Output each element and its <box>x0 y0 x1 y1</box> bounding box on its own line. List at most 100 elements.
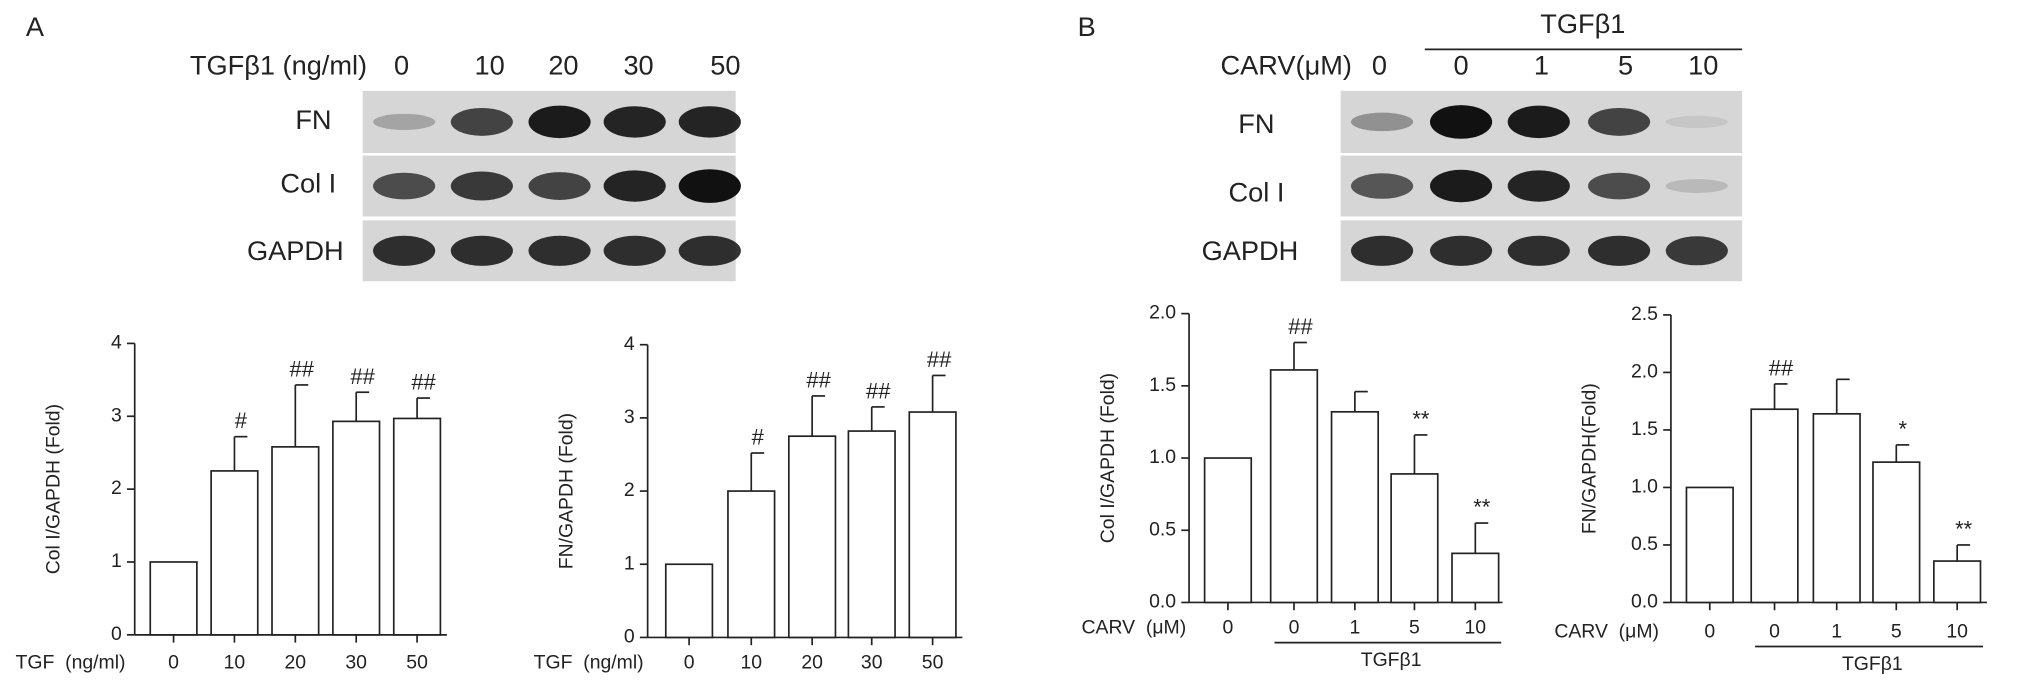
y-tick-label: 0.5 <box>1631 533 1658 555</box>
bar <box>1812 412 1861 604</box>
blot-group-label: TGFβ1 <box>1540 8 1625 39</box>
bar <box>1390 473 1439 604</box>
blot-band <box>1429 169 1493 203</box>
y-tick-label: 0.0 <box>1149 591 1176 613</box>
blot-band <box>603 235 666 266</box>
significance-label: ** <box>1473 495 1491 520</box>
blot-band <box>450 107 513 136</box>
x-tick-label: 5 <box>1409 616 1420 638</box>
significance-label: * <box>1898 416 1907 441</box>
y-axis-title: Col I/GAPDH (Fold) <box>1097 373 1119 543</box>
blot-row-label: FN <box>1238 108 1274 139</box>
blot-band <box>1665 115 1728 129</box>
x-tick-label: 10 <box>224 651 246 673</box>
lane-label: 5 <box>1618 50 1633 81</box>
bar <box>1451 552 1500 604</box>
blot-band <box>603 170 666 202</box>
blot-band <box>528 235 591 266</box>
significance-label: ## <box>866 378 891 403</box>
bar <box>847 430 896 639</box>
bar <box>1750 408 1799 604</box>
blot-band <box>678 106 741 138</box>
x-tick-label: 0 <box>1704 620 1715 642</box>
group-label: TGFβ1 <box>1361 649 1422 671</box>
blot-row-label: GAPDH <box>247 235 344 266</box>
blot-band <box>1350 235 1414 266</box>
blot-band <box>450 171 513 201</box>
y-tick-label: 1.5 <box>1631 418 1658 440</box>
x-tick-label: 20 <box>285 651 307 673</box>
bar <box>149 561 198 636</box>
x-tick-label: 20 <box>801 651 823 673</box>
blot-band <box>528 172 591 200</box>
x-tick-label: 0 <box>1223 616 1234 638</box>
y-axis-title: Col I/GAPDH (Fold) <box>43 404 65 574</box>
blot-band <box>1507 105 1570 139</box>
x-axis-title: CARV (μM) <box>1082 616 1187 638</box>
panel-label: B <box>1078 11 1096 42</box>
y-tick-label: 4 <box>111 332 122 354</box>
y-tick-label: 3 <box>111 404 122 426</box>
significance-label: ** <box>1412 406 1430 431</box>
panel-label: A <box>26 11 45 42</box>
bar <box>908 411 957 639</box>
significance-label: ## <box>290 357 315 382</box>
blot-band <box>373 172 436 200</box>
bar <box>392 417 442 636</box>
bar <box>1269 369 1319 604</box>
significance-label: # <box>752 425 765 450</box>
blot-band <box>450 235 513 266</box>
significance-label: ## <box>806 367 831 392</box>
bar <box>1203 457 1253 604</box>
bar <box>1330 410 1380 604</box>
blot-band <box>1507 170 1570 202</box>
x-axis-title: TGF (ng/ml) <box>534 651 644 673</box>
blot-header: TGFβ1 (ng/ml) <box>190 50 367 81</box>
y-tick-label: 2.0 <box>1149 302 1176 324</box>
x-tick-label: 10 <box>740 651 762 673</box>
bar <box>1685 486 1734 604</box>
y-tick-label: 2.5 <box>1631 303 1658 325</box>
blot-row-label: FN <box>295 104 331 135</box>
lane-label: 10 <box>1688 50 1718 81</box>
bar <box>1933 560 1982 604</box>
lane-label: 0 <box>394 50 409 81</box>
significance-label: ## <box>350 364 375 389</box>
significance-label: ## <box>1288 314 1313 339</box>
significance-label: # <box>235 408 248 433</box>
lane-label: 50 <box>710 50 740 81</box>
blot-band <box>1588 172 1651 200</box>
x-tick-label: 5 <box>1891 620 1902 642</box>
y-axis-title: FN/GAPDH (Fold) <box>555 413 577 569</box>
x-tick-label: 10 <box>1465 616 1487 638</box>
lane-label: 1 <box>1534 50 1549 81</box>
lane-label: 20 <box>548 50 578 81</box>
lane-label: 0 <box>1372 50 1387 81</box>
blot-row-label: Col I <box>280 168 336 199</box>
blot-header: CARV(μM) <box>1220 50 1351 81</box>
blot-band <box>678 169 741 203</box>
x-tick-label: 50 <box>406 651 428 673</box>
x-tick-label: 1 <box>1349 616 1360 638</box>
bar <box>332 420 381 636</box>
significance-label: ** <box>1955 517 1973 542</box>
bar <box>1872 461 1921 604</box>
bar <box>210 470 259 636</box>
blot-band <box>1665 179 1728 193</box>
y-tick-label: 1 <box>624 552 635 574</box>
blot-band <box>1350 173 1414 199</box>
bar <box>271 446 320 636</box>
y-tick-label: 2 <box>624 479 635 501</box>
y-tick-label: 0 <box>624 626 635 648</box>
y-tick-label: 1.0 <box>1631 476 1658 498</box>
x-tick-label: 1 <box>1831 620 1842 642</box>
x-tick-label: 0 <box>1289 616 1300 638</box>
blot-band <box>1350 112 1414 132</box>
blot-band <box>678 235 741 266</box>
blot-band <box>603 106 666 138</box>
bar <box>787 435 837 639</box>
blot-band <box>1588 107 1651 136</box>
x-tick-label: 0 <box>1769 620 1780 642</box>
y-tick-label: 0.0 <box>1631 591 1658 613</box>
